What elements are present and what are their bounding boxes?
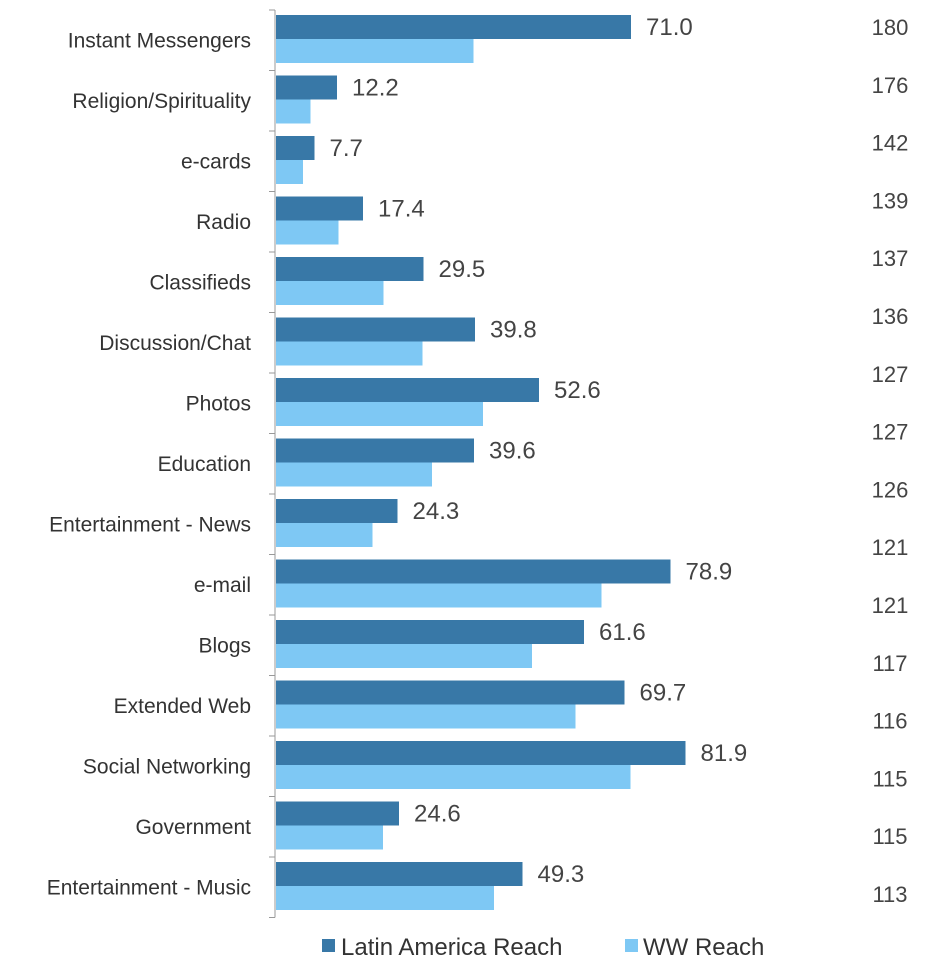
bar-latin-america-reach [276, 378, 539, 402]
index-value: 115 [872, 824, 907, 849]
category-label: Photos [186, 392, 251, 415]
data-label: 81.9 [701, 740, 748, 767]
index-value: 126 [872, 477, 909, 502]
bar-ww-reach [276, 825, 383, 850]
category-label: Radio [196, 211, 251, 234]
bar-ww-reach [276, 644, 532, 668]
bar-latin-america-reach [276, 680, 625, 705]
data-label: 61.6 [599, 619, 646, 646]
bar-ww-reach [276, 99, 311, 124]
index-value: 142 [872, 131, 909, 156]
bar-ww-reach [276, 402, 483, 426]
category-label: Instant Messengers [68, 29, 251, 52]
category-label: Blogs [198, 634, 251, 657]
data-label: 52.6 [554, 377, 601, 404]
bar-ww-reach [276, 341, 423, 366]
bar-latin-america-reach [276, 317, 475, 342]
bar-latin-america-reach [276, 559, 671, 584]
bar-latin-america-reach [276, 196, 363, 221]
bar-latin-america-reach [276, 620, 584, 644]
index-value: 121 [872, 535, 909, 560]
bar-ww-reach [276, 281, 384, 305]
category-label: Religion/Spirituality [72, 90, 251, 113]
legend-swatch-ww-reach [625, 939, 638, 952]
data-label: 12.2 [352, 75, 399, 102]
bar-latin-america-reach [276, 741, 686, 765]
bar-ww-reach [276, 523, 373, 547]
legend-label-latin-america-reach: Latin America Reach [341, 934, 562, 961]
data-label: 24.3 [413, 498, 460, 525]
category-label: Social Networking [83, 755, 251, 778]
index-value: 180 [872, 15, 909, 40]
data-label: 69.7 [640, 680, 687, 707]
bar-latin-america-reach [276, 136, 315, 160]
legend-swatch-latin-america-reach [322, 939, 335, 952]
data-label: 29.5 [439, 256, 486, 283]
data-label: 7.7 [330, 135, 363, 162]
index-value: 113 [872, 882, 907, 907]
bar-latin-america-reach [276, 15, 631, 39]
data-label: 49.3 [538, 861, 585, 888]
index-value: 136 [872, 304, 909, 329]
category-label: Government [135, 816, 251, 839]
category-label: Education [158, 453, 251, 476]
bar-latin-america-reach [276, 75, 337, 100]
data-label: 78.9 [686, 559, 733, 586]
index-value: 115 [872, 766, 907, 791]
bar-ww-reach [276, 583, 602, 608]
bar-latin-america-reach [276, 862, 523, 886]
bar-latin-america-reach [276, 257, 424, 281]
bar-ww-reach [276, 462, 432, 487]
index-value: 117 [872, 651, 907, 676]
bar-ww-reach [276, 886, 494, 910]
bar-latin-america-reach [276, 499, 398, 523]
category-label: Extended Web [114, 695, 251, 718]
index-value: 176 [872, 73, 909, 98]
category-label: Entertainment - News [49, 513, 251, 536]
index-value: 127 [872, 420, 909, 445]
bar-ww-reach [276, 220, 339, 245]
data-label: 39.8 [490, 317, 537, 344]
bar-ww-reach [276, 704, 576, 729]
bar-ww-reach [276, 39, 474, 63]
data-label: 39.6 [489, 438, 536, 465]
legend-label-ww-reach: WW Reach [643, 934, 764, 961]
category-label: e-mail [194, 574, 251, 597]
category-label: Classifieds [149, 271, 251, 294]
category-label: Entertainment - Music [47, 876, 251, 899]
bar-latin-america-reach [276, 801, 399, 826]
category-label: Discussion/Chat [99, 332, 251, 355]
data-label: 17.4 [378, 196, 425, 223]
index-value: 116 [872, 709, 907, 734]
index-value: 139 [872, 188, 909, 213]
bar-latin-america-reach [276, 438, 474, 463]
data-label: 71.0 [646, 14, 693, 41]
data-label: 24.6 [414, 801, 461, 828]
category-label: e-cards [181, 150, 251, 173]
bar-ww-reach [276, 160, 303, 184]
index-value: 137 [872, 246, 909, 271]
index-value: 121 [872, 593, 909, 618]
bar-ww-reach [276, 765, 631, 789]
index-value: 127 [872, 362, 909, 387]
